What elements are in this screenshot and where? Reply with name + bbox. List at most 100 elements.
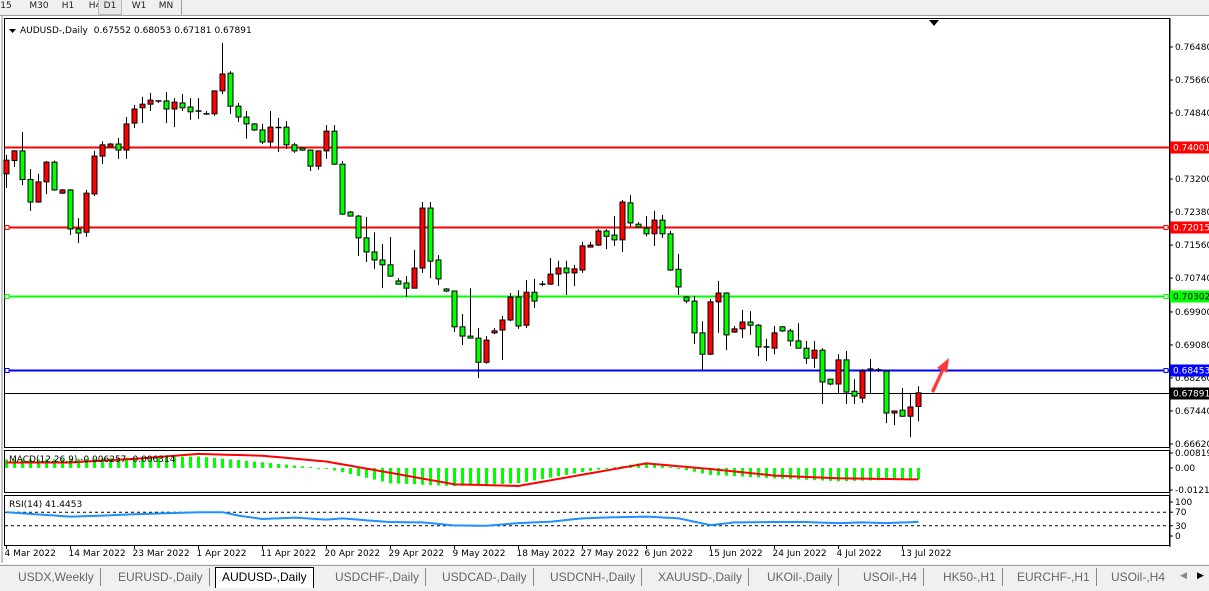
macd-histogram-bar bbox=[877, 467, 880, 481]
candle-bearish bbox=[379, 259, 386, 266]
price-tick-label: 0.75660 bbox=[1175, 76, 1209, 86]
tab-usdx-weekly[interactable]: USDX,Weekly bbox=[12, 568, 101, 586]
chart-shift-marker-icon[interactable] bbox=[929, 20, 939, 26]
macd-histogram-bar bbox=[173, 456, 176, 468]
macd-histogram-bar bbox=[709, 467, 712, 475]
macd-histogram-bar bbox=[381, 467, 384, 482]
candle-bearish bbox=[283, 126, 290, 146]
macd-histogram-bar bbox=[885, 467, 888, 481]
candle-bearish bbox=[899, 409, 906, 417]
candle-bearish bbox=[75, 228, 82, 234]
timeframe-h4[interactable]: H4 bbox=[88, 1, 102, 11]
macd-histogram-bar bbox=[221, 458, 224, 468]
macd-histogram-bar bbox=[429, 467, 432, 486]
macd-histogram-bar bbox=[61, 459, 64, 468]
candle-bearish bbox=[331, 130, 338, 165]
macd-tick-label: -0.01212 bbox=[1175, 486, 1209, 496]
candle-bullish bbox=[707, 301, 714, 355]
macd-histogram-bar bbox=[229, 459, 232, 468]
macd-histogram-bar bbox=[845, 467, 848, 482]
candle-bullish bbox=[523, 291, 530, 326]
time-tick-label: 27 May 2022 bbox=[581, 549, 640, 559]
tab-usdchf-daily[interactable]: USDCHF-,Daily bbox=[329, 568, 426, 586]
timeframe-h1[interactable]: H1 bbox=[61, 1, 75, 11]
symbol-menu-triangle-icon[interactable] bbox=[9, 29, 16, 33]
candle-bearish bbox=[635, 223, 642, 228]
candle-bearish bbox=[347, 211, 354, 217]
macd-histogram-bar bbox=[645, 462, 648, 468]
level-labels: 0.74001 0.72015 0.70302 0.68453 0.67891 bbox=[1170, 141, 1209, 400]
candle-bearish bbox=[427, 207, 434, 262]
candle-bullish bbox=[715, 292, 722, 303]
candle-bearish bbox=[675, 268, 682, 288]
macd-histogram-bar bbox=[85, 458, 88, 468]
timeframe-mn[interactable]: MN bbox=[158, 1, 174, 11]
candle-bearish bbox=[843, 359, 850, 393]
candle-bullish bbox=[419, 207, 426, 269]
tab-usdcnh-daily[interactable]: USDCNH-,Daily bbox=[544, 568, 643, 586]
macd-histogram-bar bbox=[53, 459, 56, 468]
tab-audusd-daily[interactable]: AUDUSD-,Daily bbox=[215, 567, 314, 588]
candle-bullish bbox=[11, 150, 18, 162]
candle-bullish bbox=[35, 181, 42, 203]
candle-bullish bbox=[595, 230, 602, 246]
timeframe-m15[interactable]: 15 bbox=[0, 1, 12, 11]
tab-xauusd-daily[interactable]: XAUUSD-,Daily bbox=[652, 568, 750, 586]
time-axis: 4 Mar 2022 14 Mar 2022 23 Mar 2022 1 Apr 20… bbox=[5, 546, 951, 559]
candle-bullish bbox=[739, 321, 746, 330]
macd-histogram-bar bbox=[133, 457, 136, 468]
macd-histogram-bar bbox=[509, 467, 512, 484]
scroll-right-icon[interactable]: ▶ bbox=[1197, 571, 1204, 581]
macd-histogram-bar bbox=[901, 467, 904, 480]
candle-bearish bbox=[611, 234, 618, 241]
tab-usoil-h4[interactable]: USOil-,H4 bbox=[857, 568, 925, 586]
candle-bullish bbox=[891, 410, 898, 414]
scroll-left-icon[interactable]: ◀ bbox=[1180, 571, 1187, 581]
tab-eurchf-h1[interactable]: EURCHF-,H1 bbox=[1011, 568, 1097, 586]
candle-bearish bbox=[683, 296, 690, 302]
macd-histogram-bar bbox=[349, 467, 352, 475]
macd-histogram-bar bbox=[501, 467, 504, 484]
macd-histogram-bar bbox=[853, 467, 856, 481]
candle-bearish bbox=[387, 264, 394, 277]
macd-histogram-bar bbox=[661, 465, 664, 468]
timeframe-m30[interactable]: M30 bbox=[29, 1, 49, 11]
chart-header: AUDUSD-,Daily 0.67552 0.68053 0.67181 0.6789… bbox=[20, 26, 252, 36]
macd-histogram-bar bbox=[37, 459, 40, 468]
candle-bearish bbox=[851, 390, 858, 397]
macd-histogram-bar bbox=[261, 462, 264, 468]
tab-usoil-h4-2[interactable]: USOil-,H4 bbox=[1111, 570, 1166, 584]
candle-bearish bbox=[435, 259, 442, 280]
candle-bullish bbox=[99, 144, 106, 157]
tab-eurusd-daily[interactable]: EURUSD-,Daily bbox=[112, 568, 210, 586]
tab-hk50-h1[interactable]: HK50-,H1 bbox=[937, 568, 1003, 586]
rsi-label: RSI(14) 41.4453 bbox=[9, 500, 82, 510]
candle-bearish bbox=[243, 116, 250, 125]
timeframe-w1[interactable]: W1 bbox=[131, 1, 147, 11]
candle-bullish bbox=[219, 73, 226, 92]
macd-histogram-bar bbox=[589, 467, 592, 471]
tab-usdcad-daily[interactable]: USDCAD-,Daily bbox=[436, 568, 534, 586]
candle-bearish bbox=[163, 100, 170, 110]
candle-bearish bbox=[467, 335, 474, 339]
macd-histogram-bar bbox=[829, 467, 832, 481]
candle-bearish bbox=[291, 144, 298, 152]
candle-bullish bbox=[315, 150, 322, 167]
macd-histogram-bar bbox=[861, 467, 864, 481]
tab-ukoil-daily[interactable]: UKOil-,Daily bbox=[761, 568, 840, 586]
candle-bullish bbox=[171, 101, 178, 110]
macd-histogram-bar bbox=[909, 467, 912, 480]
time-tick-label: 6 Jun 2022 bbox=[645, 549, 693, 559]
macd-histogram-bar bbox=[445, 467, 448, 486]
macd-histogram-bar bbox=[309, 467, 312, 469]
candle-bullish bbox=[491, 330, 498, 334]
macd-label: MACD(12,26,9) -0.006257 -0.006314 bbox=[9, 455, 176, 465]
candle-bearish bbox=[883, 370, 890, 414]
candle-bearish bbox=[515, 296, 522, 327]
price-chart[interactable]: 0.76480 0.75660 0.74840 0.73200 0.72380 0.715… bbox=[0, 16, 1209, 564]
candle-bearish bbox=[827, 378, 834, 385]
rsi-tick-label: 70 bbox=[1175, 508, 1187, 518]
macd-histogram-bar bbox=[165, 457, 168, 468]
macd-histogram-bar bbox=[141, 457, 144, 468]
timeframe-d1[interactable]: D1 bbox=[98, 0, 122, 15]
